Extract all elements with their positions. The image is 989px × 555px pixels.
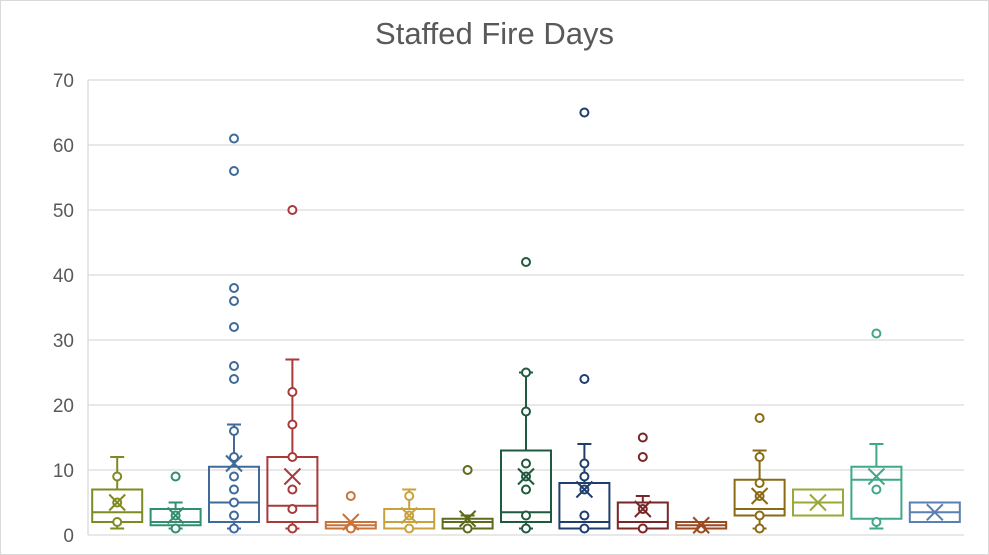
data-point	[579, 471, 590, 482]
data-point	[521, 458, 531, 469]
y-tick-label: 70	[53, 71, 74, 92]
data-point	[170, 523, 181, 534]
mean-marker	[283, 467, 302, 486]
data-point	[287, 523, 298, 534]
data-point	[170, 471, 181, 482]
y-tick-label: 50	[53, 201, 74, 222]
data-point	[112, 471, 123, 482]
data-point	[404, 491, 415, 501]
data-point	[871, 484, 882, 495]
mean-marker	[166, 506, 185, 525]
data-point	[579, 510, 590, 521]
y-tick-label: 20	[53, 396, 74, 417]
data-point	[637, 452, 648, 462]
box-3	[208, 133, 260, 534]
data-point	[462, 523, 473, 534]
data-point	[287, 504, 298, 514]
data-point	[871, 517, 882, 527]
mean-marker	[342, 513, 360, 531]
data-point	[521, 510, 531, 521]
data-point	[754, 510, 765, 521]
data-point	[229, 166, 239, 176]
data-point	[287, 387, 298, 397]
y-tick-label: 40	[53, 266, 74, 287]
mean-marker	[517, 467, 535, 486]
mean-marker	[458, 510, 477, 528]
data-point	[579, 107, 590, 118]
box-7	[441, 465, 494, 534]
data-point	[229, 510, 239, 521]
data-point	[287, 419, 298, 430]
box-iqr	[500, 449, 552, 523]
data-point	[754, 478, 765, 488]
chart-title: Staffed Fire Days	[375, 16, 614, 51]
data-point	[521, 257, 531, 267]
data-point	[521, 523, 531, 534]
data-point	[579, 374, 590, 384]
data-point	[229, 283, 239, 293]
data-point	[229, 322, 239, 332]
box-9	[558, 107, 611, 534]
data-point	[871, 328, 882, 339]
box-11	[675, 516, 728, 534]
mean-marker	[692, 516, 710, 534]
data-point	[345, 491, 356, 501]
box-10	[616, 432, 669, 534]
data-point	[345, 523, 356, 534]
box-12	[733, 413, 786, 534]
data-point	[229, 374, 239, 384]
data-point	[229, 133, 239, 144]
box-4	[266, 205, 319, 534]
data-point	[229, 426, 239, 436]
data-point	[579, 523, 590, 534]
data-point	[462, 465, 473, 475]
data-point	[112, 517, 123, 527]
data-point	[404, 523, 415, 534]
mean-marker	[867, 467, 886, 486]
data-point	[637, 523, 648, 534]
data-point	[287, 484, 298, 495]
box-8	[500, 257, 552, 534]
data-point	[637, 432, 648, 443]
data-point	[754, 452, 765, 462]
box-2	[149, 471, 202, 534]
data-point	[521, 406, 531, 417]
data-point	[287, 452, 298, 462]
mean-marker	[750, 487, 769, 505]
mean-marker	[575, 480, 594, 499]
data-point	[287, 205, 298, 215]
mean-marker	[634, 500, 652, 518]
box-5	[324, 491, 377, 534]
mean-marker	[108, 493, 126, 512]
mean-marker	[926, 503, 944, 521]
y-tick-label: 60	[53, 136, 74, 157]
mean-marker	[400, 506, 418, 525]
data-point	[229, 523, 239, 534]
data-point	[229, 296, 239, 306]
y-tick-label: 0	[63, 526, 74, 547]
mean-marker	[225, 454, 243, 473]
box-1	[91, 456, 144, 530]
data-point	[521, 484, 531, 495]
mean-marker	[809, 493, 827, 512]
y-tick-label: 10	[53, 461, 74, 482]
data-point	[754, 523, 765, 534]
data-point	[521, 367, 531, 378]
data-point	[754, 413, 765, 423]
data-point	[229, 484, 239, 495]
box-15	[908, 501, 961, 523]
box-14	[850, 328, 903, 530]
data-point	[229, 471, 239, 482]
data-point	[229, 497, 239, 508]
box-13	[792, 488, 844, 517]
data-point	[229, 452, 239, 462]
data-point	[579, 458, 590, 469]
data-point	[229, 361, 239, 371]
box-iqr	[208, 465, 260, 523]
y-tick-label: 30	[53, 331, 74, 352]
box-6	[383, 488, 436, 534]
